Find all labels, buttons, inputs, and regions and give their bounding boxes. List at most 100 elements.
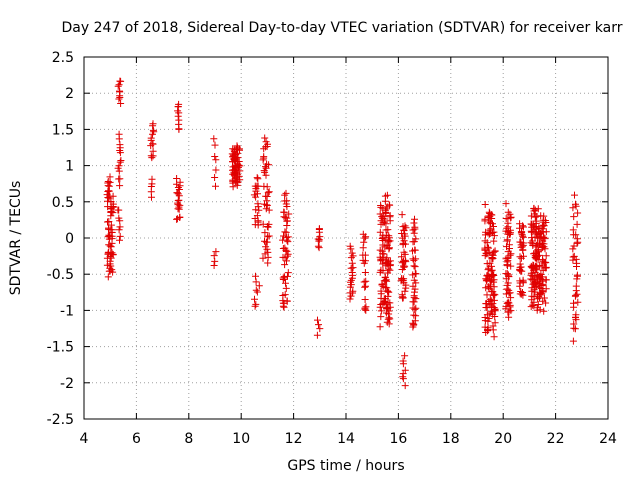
data-point [528,292,536,300]
data-point [254,190,261,198]
data-point [361,269,369,276]
data-point [504,298,512,306]
data-point [261,237,268,245]
data-point [503,270,511,278]
data-point [535,272,543,280]
data-point [507,307,515,315]
data-point [488,273,496,281]
data-point [530,275,538,283]
data-point [174,190,182,198]
data-point [399,294,407,302]
data-point [490,278,498,286]
data-point [265,161,273,169]
data-point [534,247,542,255]
data-point [210,252,218,260]
data-point [573,272,581,280]
data-point [531,210,539,218]
data-point [362,303,370,311]
data-point [149,126,157,134]
data-point [401,287,409,295]
data-point [116,158,124,166]
data-point [542,299,550,307]
data-point [250,191,258,199]
data-point [386,315,394,323]
data-point [264,233,272,241]
data-point [251,221,259,229]
data-point [490,248,498,256]
data-point [540,222,548,230]
data-point [481,201,489,208]
data-point [530,204,538,212]
data-point [384,287,391,295]
data-point [253,288,261,296]
data-point [572,287,580,295]
data-point [115,95,123,103]
data-point [212,166,220,174]
data-point [251,302,259,310]
data-point [174,197,182,205]
data-point [398,253,406,261]
data-point [402,258,410,266]
data-point [211,141,219,149]
data-point [574,209,582,217]
data-point [503,236,511,244]
data-point [361,234,369,242]
y-tick-label: -1 [60,303,74,319]
data-point [483,239,491,247]
data-point [410,229,418,237]
data-point [281,261,289,269]
data-point [382,220,390,228]
data-point [281,214,289,222]
data-point [176,213,184,221]
data-point [283,234,291,242]
data-point [283,247,291,255]
data-point [570,320,578,328]
data-point [409,255,417,263]
data-point [572,231,580,239]
data-point [517,267,525,275]
data-point [261,134,269,142]
x-axis-label: GPS time / hours [287,458,404,474]
data-point [347,278,354,286]
data-point [411,246,419,254]
data-point [490,272,498,279]
data-point [503,285,511,293]
data-point [106,232,114,240]
data-point [533,283,541,291]
data-point [147,134,155,142]
data-point [385,314,393,322]
data-point [401,222,409,230]
y-axis-label: SDTVAR / TECUs [8,181,24,296]
data-point [282,284,290,292]
data-point [116,182,124,190]
data-point [348,249,356,257]
data-point [106,173,114,181]
data-point [488,266,496,274]
data-point [173,175,181,182]
data-point [262,243,270,251]
data-point [114,82,122,90]
y-tick-label: -2 [60,376,74,392]
data-point [115,130,123,138]
data-point [490,237,498,245]
data-point [105,218,113,225]
data-point [116,88,124,96]
data-point [359,251,367,259]
data-point [542,252,550,260]
data-point [259,220,267,228]
x-tick-label: 20 [494,431,512,447]
data-point [376,323,384,331]
data-point [265,206,273,214]
data-point [253,212,261,220]
data-point [264,189,272,197]
data-point [487,219,494,227]
data-point [572,200,579,208]
data-point [385,288,393,296]
data-point [401,382,409,390]
data-point [541,235,549,243]
data-point [210,262,218,269]
data-point [488,215,496,222]
data-point [382,295,389,303]
data-point [377,202,385,209]
data-point [519,233,527,241]
